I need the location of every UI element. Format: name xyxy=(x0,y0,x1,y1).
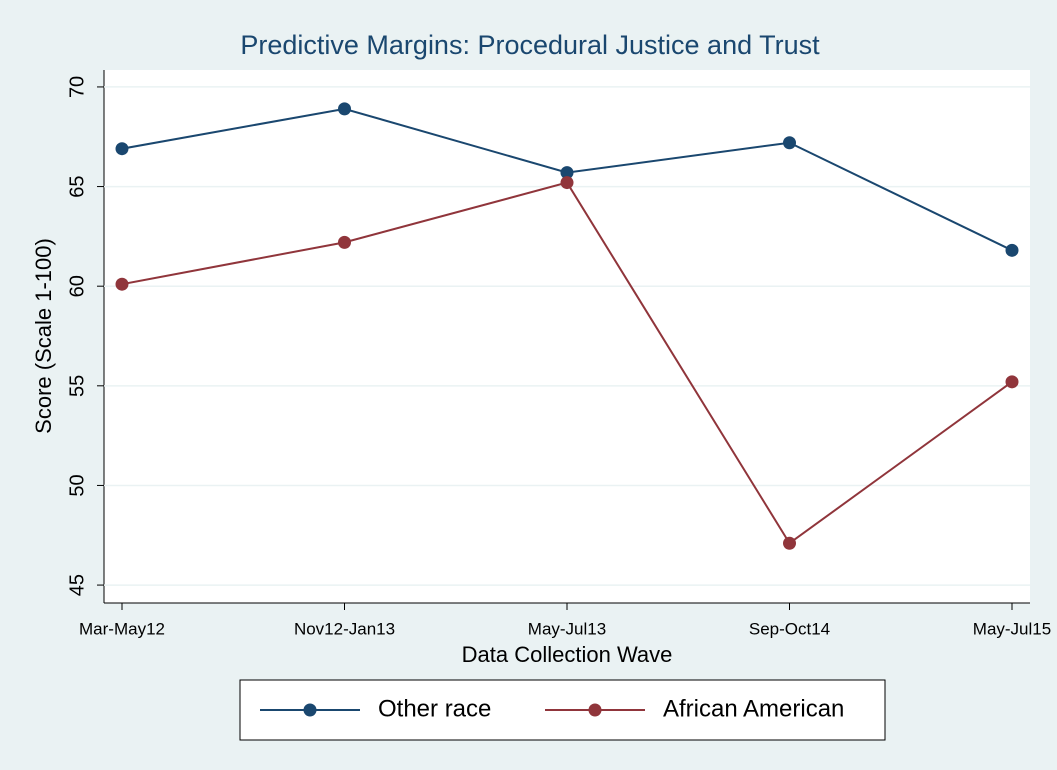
y-axis-label: Score (Scale 1-100) xyxy=(31,238,56,434)
x-tick-label: Nov12-Jan13 xyxy=(294,619,395,638)
legend-label: African American xyxy=(663,695,844,722)
point xyxy=(783,136,796,150)
y-tick-label: 55 xyxy=(66,375,88,397)
legend-label: Other race xyxy=(378,695,491,722)
point xyxy=(560,166,574,180)
point xyxy=(115,277,129,291)
x-tick-label: May-Jul15 xyxy=(973,619,1051,638)
plot-area xyxy=(104,70,1030,603)
x-tick-label: May-Jul13 xyxy=(528,619,606,638)
x-tick-label: Sep-Oct14 xyxy=(749,619,830,638)
point xyxy=(115,142,129,156)
y-tick-label: 60 xyxy=(66,275,88,297)
y-tick-label: 50 xyxy=(66,474,88,496)
point xyxy=(1005,375,1019,389)
chart-title: Predictive Margins: Procedural Justice a… xyxy=(240,30,820,60)
point xyxy=(338,235,351,249)
y-tick-label: 70 xyxy=(66,76,88,98)
point xyxy=(338,102,351,116)
point xyxy=(1005,243,1019,257)
x-tick-label: Mar-May12 xyxy=(79,619,165,638)
legend-marker xyxy=(588,703,602,717)
y-tick-label: 65 xyxy=(66,175,88,197)
y-tick-label: 45 xyxy=(66,574,88,596)
legend-marker xyxy=(303,703,317,717)
point xyxy=(560,176,574,190)
x-axis-label: Data Collection Wave xyxy=(462,642,673,667)
point xyxy=(783,536,796,550)
